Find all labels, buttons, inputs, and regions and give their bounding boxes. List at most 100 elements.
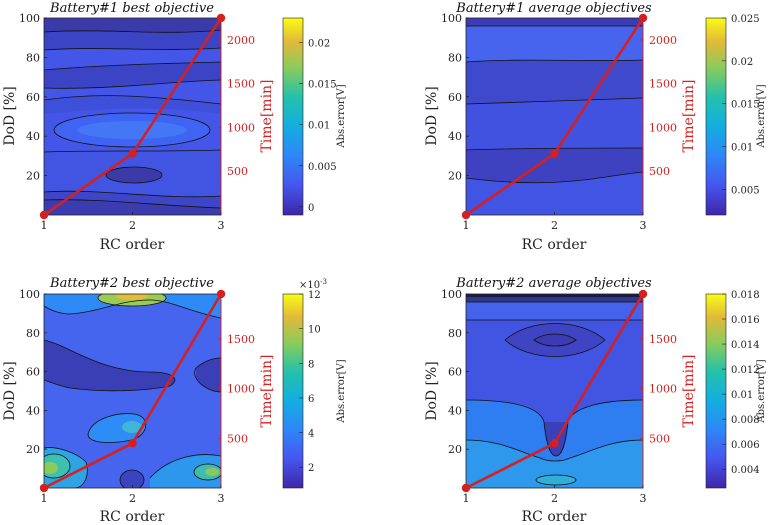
y-tick-label: 20: [448, 443, 462, 456]
colorbar-ticks: 0.005 0.01 0.015 0.02 0.025: [722, 14, 760, 196]
time-tick-label: 1500: [649, 78, 677, 91]
x-tick-label: 3: [640, 219, 647, 232]
x-tick-label: 1: [41, 219, 48, 232]
contour-map: [44, 18, 221, 215]
time-series-point: [216, 13, 226, 23]
colorbar-tick-label: 0.02: [308, 39, 330, 50]
colorbar-tick-label: 0.016: [731, 315, 760, 326]
time-axis-ticks: 500 1000 1500 2000: [640, 34, 677, 178]
colorbar-exponent-base: ×10: [299, 280, 320, 291]
colorbar-tick-label: 0.018: [731, 290, 760, 301]
y-ticks: 20 40 60 80 100: [19, 288, 47, 456]
panel-battery2-best: Battery#2 best objective: [2, 276, 347, 525]
y-tick-label: 60: [26, 91, 40, 104]
time-series-point: [128, 439, 137, 448]
time-series-point: [39, 483, 49, 493]
colorbar-tick-label: 10: [308, 325, 321, 336]
time-tick-label: 500: [649, 432, 670, 445]
x-tick-label: 3: [640, 492, 647, 505]
y-axis-label: DoD [%]: [2, 361, 18, 421]
y-ticks: 20 40 60 80 100: [441, 12, 469, 183]
colorbar-tick-label: 0.015: [308, 80, 337, 91]
y-tick-label: 20: [448, 170, 462, 183]
colorbar: 2 4 6 8 10 12 ×10-3 Abs.error[V]: [282, 278, 347, 489]
colorbar-tick-label: 6: [308, 394, 314, 405]
x-tick-label: 3: [218, 492, 225, 505]
colorbar-tick-label: 0.006: [731, 440, 760, 451]
y-tick-label: 60: [448, 366, 462, 379]
time-series-point: [128, 149, 137, 158]
colorbar-tick-label: 0.014: [731, 340, 760, 351]
time-tick-label: 500: [649, 165, 670, 178]
time-series-point: [216, 289, 226, 299]
contour-map: [44, 294, 221, 488]
time-tick-label: 1000: [227, 121, 255, 134]
x-tick-label: 2: [551, 219, 558, 232]
colorbar-tick-label: 0.008: [731, 415, 760, 426]
time-tick-label: 500: [227, 165, 248, 178]
time-axis-label: Time[min]: [681, 79, 697, 152]
y-tick-label: 40: [448, 404, 462, 417]
colorbar-tick-label: 4: [308, 429, 314, 440]
time-series-point: [550, 439, 559, 448]
x-tick-label: 2: [129, 492, 136, 505]
colorbar: 0.0040.0060.0080.010.0120.0140.0160.018 …: [705, 290, 767, 489]
colorbar-exponent: ×10-3: [299, 278, 327, 291]
colorbar-label: Abs.error[V]: [336, 359, 347, 423]
colorbar-tick-label: 0.005: [731, 185, 760, 196]
colorbar-tick-label: 8: [308, 359, 314, 370]
colorbar-tick-label: 0.02: [731, 57, 753, 68]
colorbar-label: Abs.error[V]: [756, 359, 767, 423]
x-tick-label: 1: [41, 492, 48, 505]
y-tick-label: 100: [441, 12, 462, 25]
colorbar-ticks: 2 4 6 8 10 12: [299, 290, 321, 474]
x-axis-label: RC order: [522, 509, 587, 525]
y-tick-label: 100: [441, 288, 462, 301]
chart-title: Battery#1 best objective: [49, 1, 214, 16]
x-tick-label: 2: [129, 219, 136, 232]
y-tick-label: 20: [26, 443, 40, 456]
time-tick-label: 1500: [227, 78, 255, 91]
chart-title: Battery#2 average objectives: [455, 276, 652, 291]
x-axis-label: RC order: [100, 509, 165, 525]
colorbar-tick-label: 0.01: [731, 142, 753, 153]
time-series: [461, 13, 648, 220]
colorbar-tick-label: 0: [308, 203, 314, 214]
time-axis-ticks: 500 1000 1500: [218, 333, 255, 445]
colorbar-label: Abs.error[V]: [756, 84, 767, 148]
time-tick-label: 1000: [649, 383, 677, 396]
x-axis-label: RC order: [100, 237, 165, 253]
colorbar-tick-label: 0.015: [731, 100, 760, 111]
y-axis-label: DoD [%]: [2, 86, 18, 146]
x-tick-label: 3: [218, 219, 225, 232]
y-axis-label: DoD [%]: [424, 361, 440, 421]
y-tick-label: 80: [448, 327, 462, 340]
y-tick-label: 100: [19, 288, 40, 301]
time-series-point: [461, 210, 471, 220]
x-tick-label: 1: [463, 492, 470, 505]
time-axis-label: Time[min]: [259, 79, 275, 152]
colorbar-tick-label: 12: [308, 290, 321, 301]
y-tick-label: 20: [26, 170, 40, 183]
panel-battery2-average: Battery#2 average objectives: [424, 276, 767, 525]
colorbar-ticks: 0.004 0.006 0.008 0.01 0.012 0.014 0.016 0.018: [722, 290, 760, 476]
contour-map: [466, 294, 643, 488]
time-series-point: [550, 149, 559, 158]
colorbar-tick-label: 0.012: [731, 365, 760, 376]
colorbar-exponent-power: -3: [320, 278, 327, 286]
time-series: [39, 13, 226, 220]
time-tick-label: 1000: [649, 121, 677, 134]
contour-map: [466, 18, 643, 215]
colorbar-tick-label: 2: [308, 463, 314, 474]
y-ticks: 20 40 60 80 100: [19, 12, 47, 183]
colorbar-tick-label: 0.005: [308, 162, 337, 173]
colorbar-ticks: 0 0.005 0.01 0.015 0.02: [299, 39, 337, 214]
x-tick-label: 1: [463, 219, 470, 232]
y-tick-label: 80: [26, 51, 40, 64]
time-series-point: [638, 289, 648, 299]
x-tick-label: 2: [551, 492, 558, 505]
y-tick-label: 40: [448, 130, 462, 143]
time-axis-ticks: 500 1000 1500: [640, 333, 677, 445]
time-tick-label: 1500: [649, 333, 677, 346]
